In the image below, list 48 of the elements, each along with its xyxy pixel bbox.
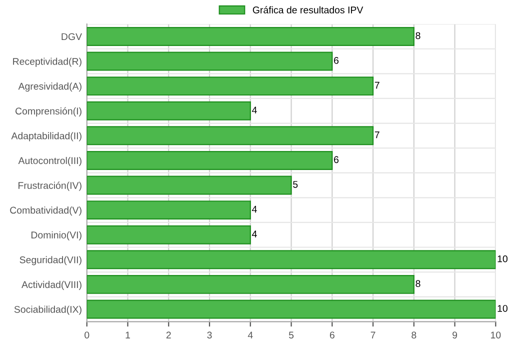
x-tick-label: 3 [207, 332, 212, 339]
y-tick-label: Seguridad(VII) [20, 256, 82, 266]
y-tick-label: Combatividad(V) [10, 206, 82, 216]
data-label: 6 [334, 156, 339, 164]
bar [86, 300, 496, 319]
y-tick-label: Receptividad(R) [13, 58, 82, 67]
x-tick-label: 6 [330, 332, 334, 339]
bar [86, 225, 251, 244]
legend-label: Gráfica de resultados IPV [252, 6, 364, 14]
y-tick-label: Agresividad(A) [18, 82, 82, 92]
data-label: 6 [334, 57, 339, 64]
bar [86, 250, 496, 270]
data-label: 8 [416, 280, 420, 288]
x-tick-label: 10 [491, 332, 501, 339]
bar [86, 52, 333, 71]
x-tick-label: 7 [370, 332, 376, 338]
data-label: 7 [374, 82, 380, 89]
y-tick-label: Comprensión(I) [16, 107, 82, 116]
y-tick-label: Adaptabilidad(II) [11, 132, 82, 142]
bar [86, 26, 414, 46]
x-tick-label: 5 [288, 332, 294, 339]
bar [86, 150, 333, 170]
y-tick-label: Sociabilidad(IX) [14, 306, 82, 315]
bar [86, 76, 374, 96]
data-label: 10 [498, 304, 508, 312]
x-tick-label: 2 [166, 332, 171, 338]
data-label: 7 [374, 131, 380, 138]
bar [86, 176, 292, 195]
data-label: 4 [252, 206, 257, 213]
bar [86, 274, 414, 294]
data-label: 4 [252, 106, 257, 114]
x-tick-label: 8 [412, 332, 416, 339]
data-label: 10 [498, 255, 508, 262]
y-tick-label: Autocontrol(III) [18, 156, 82, 166]
data-label: 5 [293, 181, 298, 188]
y-tick-label: Dominio(VI) [31, 231, 82, 240]
bar [86, 126, 374, 146]
y-tick-label: Actividad(VIII) [22, 280, 82, 290]
x-tick-label: 9 [452, 332, 458, 339]
y-tick-label: DGV [62, 33, 82, 40]
x-tick-label: 4 [248, 332, 253, 338]
y-tick-label: Frustración(IV) [18, 182, 82, 191]
data-label: 8 [416, 32, 420, 40]
data-label: 4 [252, 230, 257, 238]
x-tick-label: 1 [126, 332, 130, 338]
bar [86, 200, 251, 220]
bar [86, 101, 251, 120]
x-tick-label: 0 [84, 332, 90, 339]
